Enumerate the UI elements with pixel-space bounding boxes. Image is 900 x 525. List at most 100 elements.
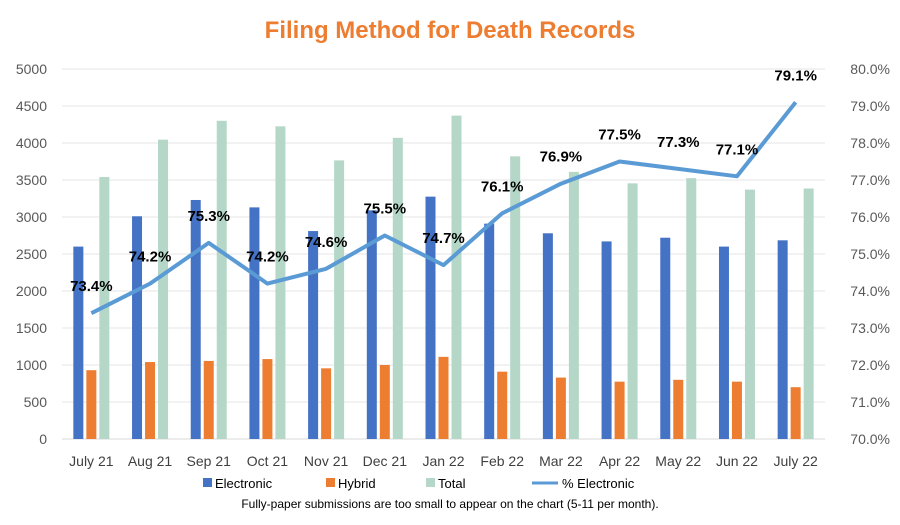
chart-title: Filing Method for Death Records (265, 17, 636, 44)
y-left-tick: 2500 (16, 246, 47, 262)
y-left-tick: 3500 (16, 172, 47, 188)
y-right-tick: 76.0% (850, 209, 890, 225)
legend-item: Total (426, 476, 466, 491)
legend-item: Hybrid (326, 476, 376, 491)
y-left-tick: 3000 (16, 209, 47, 225)
bar-total (158, 139, 169, 440)
bar-total (451, 115, 462, 440)
y-right-tick: 74.0% (850, 283, 890, 299)
legend-swatch (426, 478, 435, 487)
bar-total (510, 156, 521, 439)
bar-electronic (777, 240, 788, 439)
data-label: 79.1% (774, 67, 817, 84)
x-tick: Nov 21 (304, 453, 349, 469)
bar-hybrid (86, 370, 97, 439)
legend-item: % Electronic (532, 476, 635, 491)
bar-total (334, 160, 345, 439)
x-tick: Oct 21 (247, 453, 288, 469)
bar-total (803, 188, 814, 439)
x-tick: May 22 (655, 453, 701, 469)
bar-hybrid (379, 365, 390, 439)
y-right-tick: 70.0% (850, 431, 890, 447)
bar-hybrid (555, 377, 566, 439)
bar-electronic (308, 231, 319, 439)
bar-electronic (601, 241, 612, 439)
legend-swatch (326, 478, 335, 487)
y-right-tick: 72.0% (850, 357, 890, 373)
x-tick: Feb 22 (480, 453, 524, 469)
bar-hybrid (321, 368, 332, 439)
bar-hybrid (438, 356, 449, 439)
data-label: 74.6% (305, 234, 348, 251)
bar-electronic (366, 210, 377, 439)
y-right-tick: 77.0% (850, 172, 890, 188)
bar-electronic (190, 199, 201, 439)
x-tick: Sep 21 (187, 453, 232, 469)
x-tick: July 21 (69, 453, 114, 469)
x-tick: Mar 22 (539, 453, 583, 469)
bar-hybrid (145, 362, 156, 439)
x-tick: Jan 22 (422, 453, 464, 469)
y-left-tick: 2000 (16, 283, 47, 299)
data-label: 77.1% (716, 141, 759, 158)
data-label: 76.9% (540, 149, 583, 166)
bar-hybrid (673, 379, 684, 439)
y-right-tick: 73.0% (850, 320, 890, 336)
x-tick: Dec 21 (363, 453, 408, 469)
legend-label: Hybrid (338, 476, 376, 491)
bar-electronic (542, 233, 553, 439)
data-label: 75.3% (187, 208, 230, 225)
bar-total (275, 126, 286, 439)
y-left-tick: 1000 (16, 357, 47, 373)
bar-total (216, 120, 227, 440)
bar-hybrid (731, 381, 742, 439)
y-left-tick: 5000 (16, 61, 47, 77)
y-left-tick: 4500 (16, 98, 47, 114)
data-label: 74.7% (422, 230, 465, 247)
y-right-tick: 71.0% (850, 394, 890, 410)
bar-total (627, 183, 638, 439)
y-right-tick: 79.0% (850, 98, 890, 114)
y-left-tick: 1500 (16, 320, 47, 336)
bar-total (392, 137, 403, 439)
data-label: 77.3% (657, 134, 700, 151)
data-label: 73.4% (70, 278, 113, 295)
y-left-tick: 500 (24, 394, 48, 410)
bar-hybrid (497, 371, 508, 439)
bar-hybrid (262, 359, 273, 439)
bar-electronic (132, 216, 143, 439)
legend-item: Electronic (203, 476, 273, 491)
bar-hybrid (790, 387, 801, 439)
y-right-tick: 75.0% (850, 246, 890, 262)
legend-label: % Electronic (562, 476, 635, 491)
y-left-tick: 4000 (16, 135, 47, 151)
bar-electronic (425, 196, 436, 439)
data-label: 77.5% (598, 127, 641, 144)
y-right-tick: 78.0% (850, 135, 890, 151)
bar-electronic (718, 246, 729, 439)
x-tick: Jun 22 (716, 453, 758, 469)
bar-electronic (484, 223, 495, 439)
data-label: 76.1% (481, 178, 524, 195)
data-label: 75.5% (364, 201, 407, 218)
bar-total (744, 189, 755, 439)
legend-label: Total (438, 476, 466, 491)
x-tick: Aug 21 (128, 453, 173, 469)
data-label: 74.2% (129, 249, 172, 266)
bar-electronic (249, 207, 260, 439)
bar-total (686, 178, 697, 439)
bar-hybrid (203, 360, 214, 439)
legend-label: Electronic (215, 476, 273, 491)
bar-electronic (73, 246, 84, 439)
x-tick: Apr 22 (599, 453, 640, 469)
y-right-tick: 80.0% (850, 61, 890, 77)
bar-hybrid (614, 381, 625, 439)
y-left-tick: 0 (39, 431, 47, 447)
x-tick: July 22 (773, 453, 818, 469)
data-label: 74.2% (246, 249, 289, 266)
legend-swatch (203, 478, 212, 487)
bar-electronic (660, 237, 671, 439)
footnote: Fully-paper submissions are too small to… (241, 497, 658, 511)
bar-total (568, 171, 579, 440)
